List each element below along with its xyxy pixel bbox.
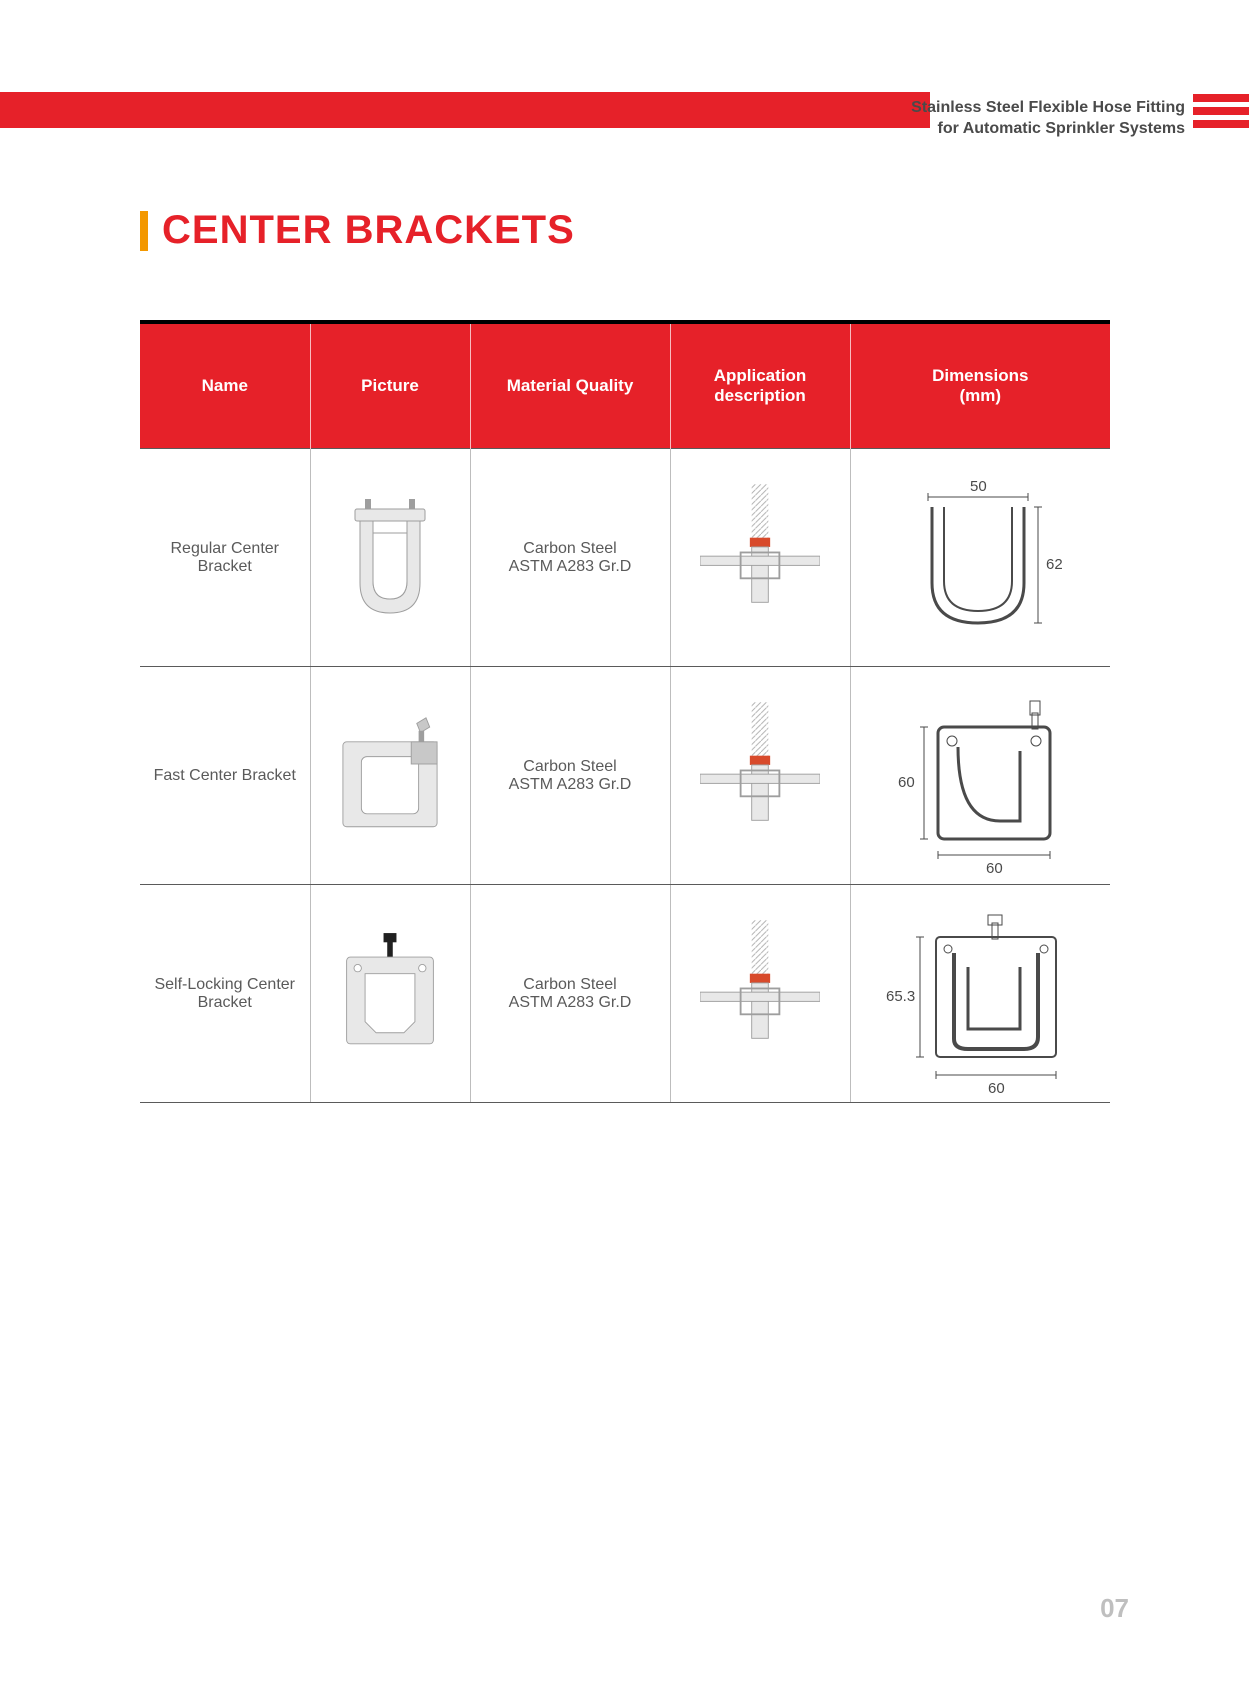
table-row: Self-Locking Center Bracket Carbon Steel… bbox=[140, 885, 1110, 1103]
header-line1: Stainless Steel Flexible Hose Fitting bbox=[911, 98, 1185, 119]
col-header-material: Material Quality bbox=[470, 322, 670, 449]
table-row: Regular Center Bracket Carbon SteelASTM … bbox=[140, 449, 1110, 667]
col-header-dimensions: Dimensions (mm) bbox=[850, 322, 1110, 449]
product-image-icon bbox=[330, 498, 450, 618]
header-stripes bbox=[1193, 94, 1249, 133]
application-image-icon bbox=[700, 498, 820, 618]
svg-text:62: 62 bbox=[1046, 556, 1063, 573]
header-subtitle: Stainless Steel Flexible Hose Fitting fo… bbox=[911, 98, 1185, 140]
header-red-band bbox=[0, 92, 930, 128]
table-header-row: Name Picture Material Quality Applicatio… bbox=[140, 322, 1110, 449]
cell-material: Carbon SteelASTM A283 Gr.D bbox=[470, 449, 670, 667]
cell-dimensions: 60 60 bbox=[850, 667, 1110, 885]
brackets-table: Name Picture Material Quality Applicatio… bbox=[140, 320, 1110, 1103]
col-header-picture: Picture bbox=[310, 322, 470, 449]
header-line2: for Automatic Sprinkler Systems bbox=[911, 119, 1185, 140]
dimension-diagram-icon: 60 60 bbox=[880, 691, 1080, 861]
dimension-diagram-icon: 50 62 bbox=[880, 473, 1080, 643]
dimension-diagram-icon: 65.3 60 bbox=[880, 909, 1080, 1079]
cell-picture bbox=[310, 667, 470, 885]
col-header-name: Name bbox=[140, 322, 310, 449]
application-image-icon bbox=[700, 716, 820, 836]
svg-text:50: 50 bbox=[970, 478, 987, 495]
page-title-wrap: CENTER BRACKETS bbox=[140, 208, 575, 253]
cell-application bbox=[670, 885, 850, 1103]
page-title: CENTER BRACKETS bbox=[162, 208, 575, 253]
cell-name: Regular Center Bracket bbox=[140, 449, 310, 667]
title-accent-bar bbox=[140, 211, 148, 251]
page-number: 07 bbox=[1100, 1593, 1129, 1624]
cell-name: Self-Locking Center Bracket bbox=[140, 885, 310, 1103]
cell-name: Fast Center Bracket bbox=[140, 667, 310, 885]
svg-text:65.3: 65.3 bbox=[886, 988, 915, 1005]
cell-application bbox=[670, 667, 850, 885]
application-image-icon bbox=[700, 934, 820, 1054]
cell-dimensions: 50 62 bbox=[850, 449, 1110, 667]
svg-text:60: 60 bbox=[898, 774, 915, 791]
table-row: Fast Center Bracket Carbon SteelASTM A28… bbox=[140, 667, 1110, 885]
cell-material: Carbon SteelASTM A283 Gr.D bbox=[470, 885, 670, 1103]
cell-material: Carbon SteelASTM A283 Gr.D bbox=[470, 667, 670, 885]
product-image-icon bbox=[330, 934, 450, 1054]
product-image-icon bbox=[330, 716, 450, 836]
cell-application bbox=[670, 449, 850, 667]
svg-text:60: 60 bbox=[986, 860, 1003, 877]
cell-dimensions: 65.3 60 bbox=[850, 885, 1110, 1103]
cell-picture bbox=[310, 449, 470, 667]
cell-picture bbox=[310, 885, 470, 1103]
svg-text:60: 60 bbox=[988, 1080, 1005, 1097]
col-header-application: Application description bbox=[670, 322, 850, 449]
